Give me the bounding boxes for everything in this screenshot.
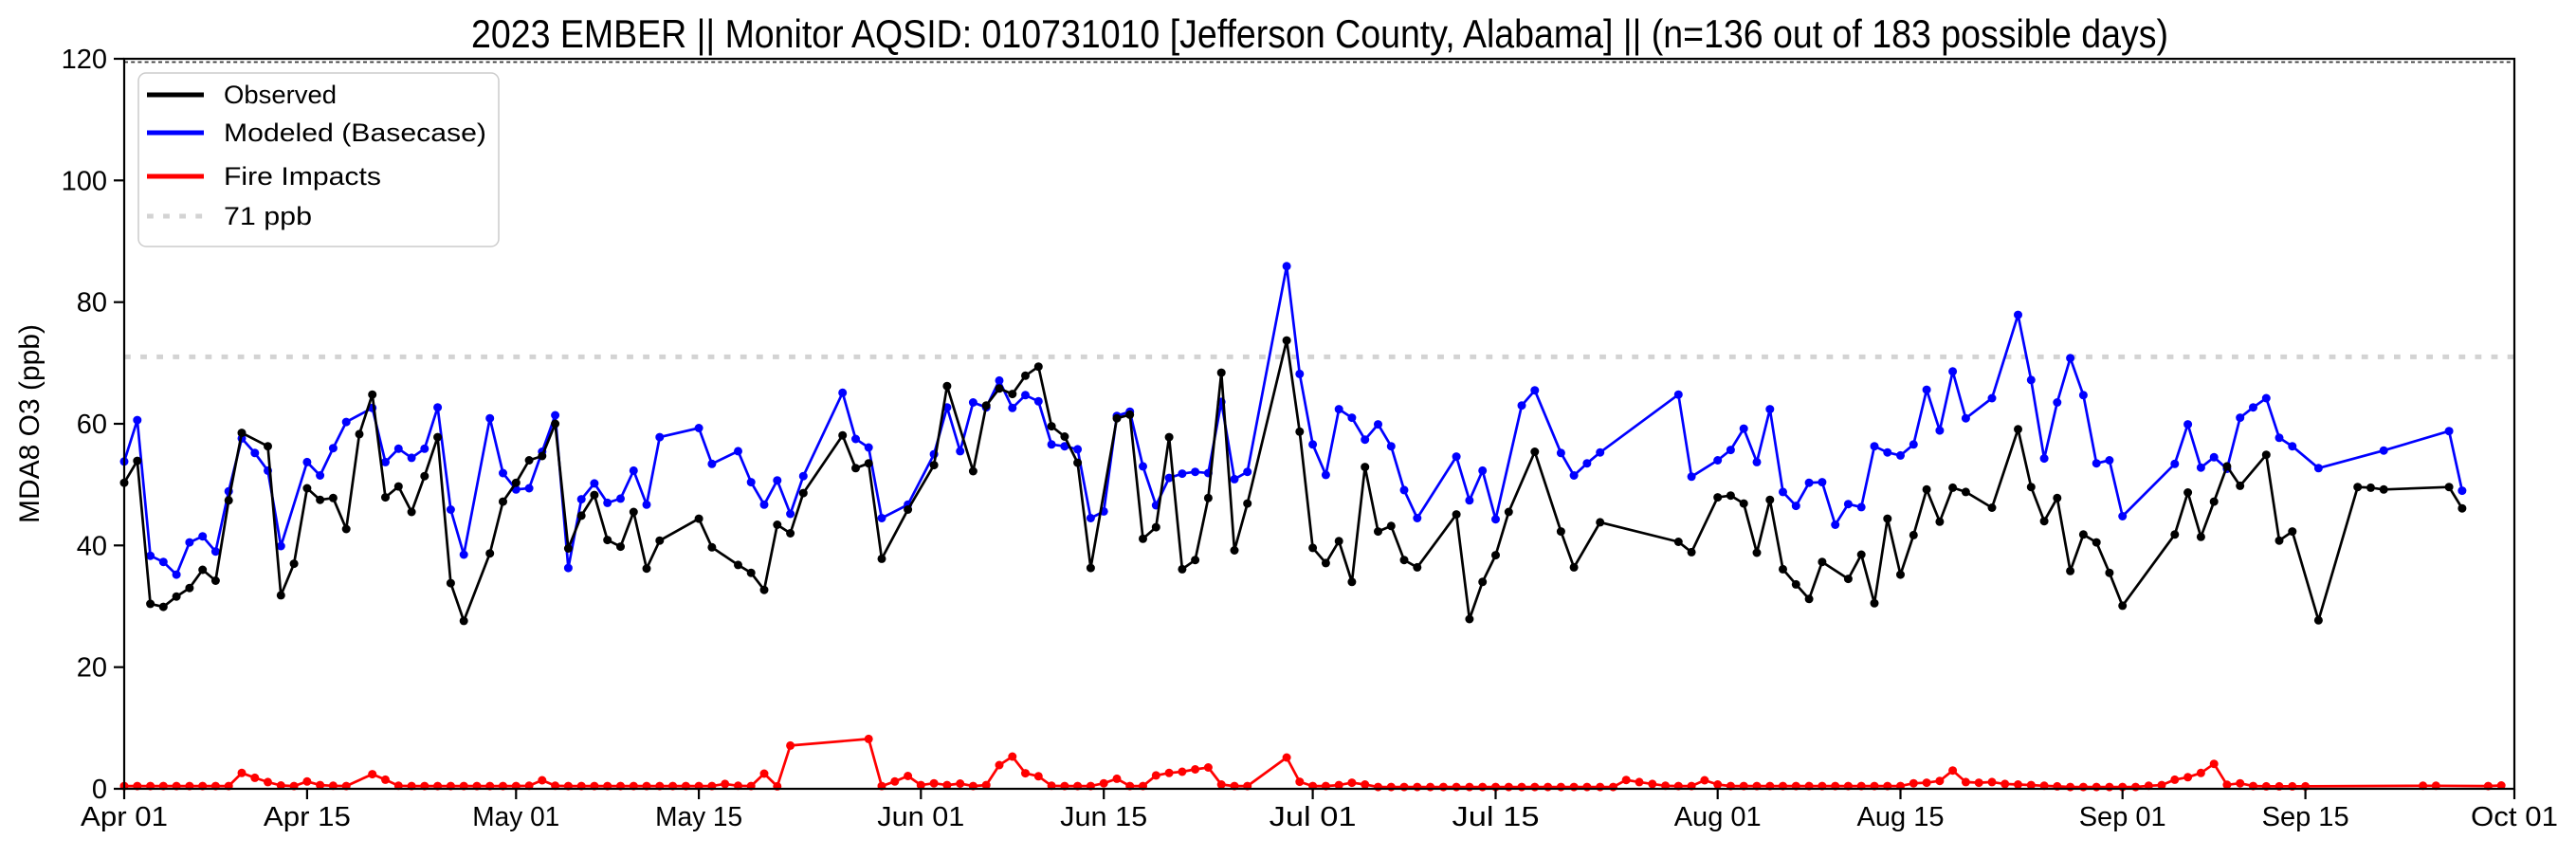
svg-text:Oct 01: Oct 01 [2471,802,2558,832]
svg-text:Aug 15: Aug 15 [1857,802,1945,832]
svg-text:Apr 15: Apr 15 [264,802,351,832]
svg-text:71 ppb: 71 ppb [224,202,312,230]
svg-text:120: 120 [62,45,107,75]
svg-text:Jun 01: Jun 01 [877,802,964,832]
svg-text:40: 40 [77,531,107,561]
svg-text:0: 0 [92,775,107,805]
svg-text:2023 EMBER || Monitor AQSID: 0: 2023 EMBER || Monitor AQSID: 010731010 [… [471,11,2168,56]
svg-text:Fire Impacts: Fire Impacts [224,162,381,191]
svg-text:May 15: May 15 [655,802,742,832]
svg-text:May 01: May 01 [472,802,559,832]
svg-text:20: 20 [77,653,107,684]
svg-text:Jul 15: Jul 15 [1452,802,1540,832]
svg-text:Sep 15: Sep 15 [2262,802,2349,832]
svg-text:Aug 01: Aug 01 [1674,802,1762,832]
svg-text:Modeled (Basecase): Modeled (Basecase) [224,119,486,147]
svg-text:MDA8 O3 (ppb): MDA8 O3 (ppb) [14,324,46,523]
svg-text:100: 100 [62,166,107,196]
svg-text:Jun 15: Jun 15 [1060,802,1147,832]
svg-text:Apr 01: Apr 01 [81,802,168,832]
svg-text:Sep 01: Sep 01 [2079,802,2166,832]
svg-text:Jul 01: Jul 01 [1270,802,1357,832]
svg-text:Observed: Observed [224,81,337,109]
svg-text:60: 60 [77,410,107,440]
svg-text:80: 80 [77,288,107,319]
